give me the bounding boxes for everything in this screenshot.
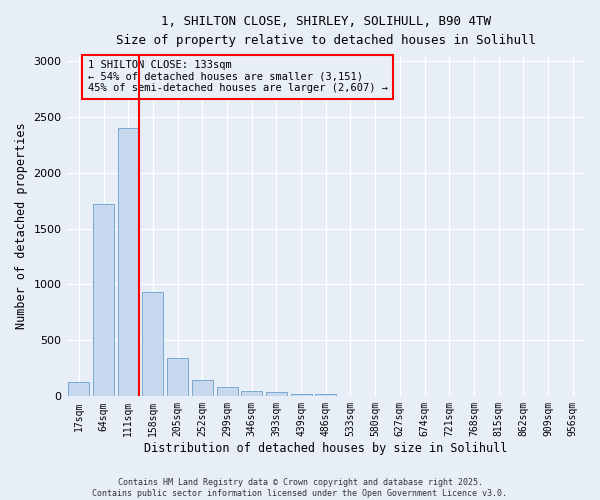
X-axis label: Distribution of detached houses by size in Solihull: Distribution of detached houses by size …: [144, 442, 508, 455]
Bar: [93, 204, 114, 396]
Bar: [266, 392, 287, 396]
Y-axis label: Number of detached properties: Number of detached properties: [15, 122, 28, 329]
Bar: [192, 380, 213, 396]
Bar: [142, 292, 163, 397]
Bar: [217, 387, 238, 396]
Text: Contains HM Land Registry data © Crown copyright and database right 2025.
Contai: Contains HM Land Registry data © Crown c…: [92, 478, 508, 498]
Bar: [118, 128, 139, 396]
Bar: [290, 394, 311, 396]
Bar: [68, 382, 89, 396]
Text: 1 SHILTON CLOSE: 133sqm
← 54% of detached houses are smaller (3,151)
45% of semi: 1 SHILTON CLOSE: 133sqm ← 54% of detache…: [88, 60, 388, 94]
Bar: [241, 390, 262, 396]
Bar: [167, 358, 188, 397]
Bar: [315, 394, 336, 396]
Title: 1, SHILTON CLOSE, SHIRLEY, SOLIHULL, B90 4TW
Size of property relative to detach: 1, SHILTON CLOSE, SHIRLEY, SOLIHULL, B90…: [116, 15, 536, 47]
